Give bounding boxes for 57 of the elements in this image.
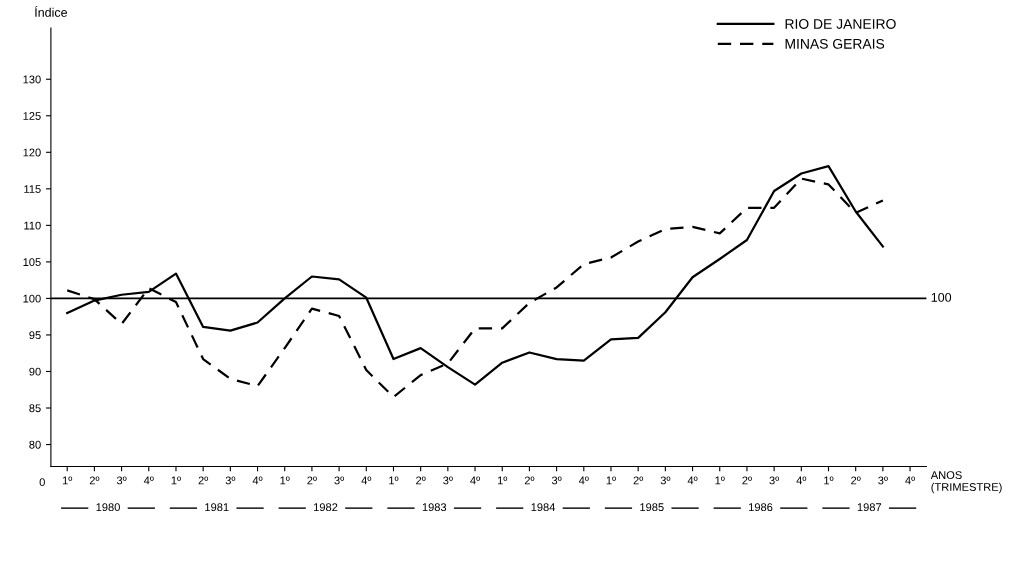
text: 1980 xyxy=(96,503,120,512)
text: 1981 xyxy=(205,503,229,512)
y-tick-label: 130 xyxy=(23,75,41,84)
text: 1986 xyxy=(749,503,773,512)
x-tick-label: 4º xyxy=(687,476,698,485)
x-tick-label: 3º xyxy=(443,476,453,485)
y-tick-label: 105 xyxy=(23,258,41,267)
x-tick-label: 2º xyxy=(524,476,535,485)
legend-label: RIO DE JANEIRO xyxy=(785,19,896,29)
y-tick-label: 95 xyxy=(29,331,41,340)
x-tick-label: 1º xyxy=(280,476,290,485)
x-tick-label: 1º xyxy=(824,476,834,485)
y-tick-label: 125 xyxy=(23,112,41,120)
x-tick-label: 2º xyxy=(416,476,426,485)
x-tick-label: 4º xyxy=(143,476,154,485)
x-tick-label: 4º xyxy=(252,476,263,485)
x-tick-label: 2º xyxy=(198,476,209,485)
y-tick-label: 90 xyxy=(29,367,41,376)
x-tick-label: 3º xyxy=(116,476,127,485)
x-tick-label: 3º xyxy=(225,476,236,485)
x-tick-label: 4º xyxy=(796,476,807,485)
x-tick-label: 2º xyxy=(89,476,100,485)
y-tick-label: 100 xyxy=(23,294,41,303)
x-tick-label: 1º xyxy=(171,476,181,485)
x-tick-label: 2º xyxy=(851,476,861,485)
x-tick-label: 1º xyxy=(389,476,399,485)
legend-label: MINAS GERAIS xyxy=(785,38,885,49)
text: 0 xyxy=(39,478,45,487)
y-tick-label: 115 xyxy=(24,185,41,193)
text: 1985 xyxy=(640,503,664,512)
x-tick-label: 1º xyxy=(62,476,73,485)
x-tick-label: 4º xyxy=(470,476,481,485)
x-tick-label: 3º xyxy=(660,476,671,485)
text: 1984 xyxy=(531,503,556,512)
x-tick-label: 3º xyxy=(334,476,345,485)
y-tick-label: 110 xyxy=(24,221,41,230)
x-tick-label: 3º xyxy=(551,476,562,485)
x-tick-label: 2º xyxy=(633,476,644,485)
y-axis-title: Índice xyxy=(35,5,68,17)
ref-line-label: 100 xyxy=(931,292,952,302)
x-tick-label: 1º xyxy=(606,476,616,485)
x-tick-label: 4º xyxy=(578,476,589,485)
x-axis-title: ANOS (TRIMESTRE) xyxy=(930,471,1002,494)
text: 1982 xyxy=(314,503,338,512)
x-tick-label: 1º xyxy=(497,476,508,485)
x-tick-label: 4º xyxy=(905,476,916,485)
text: 1983 xyxy=(422,503,447,512)
x-tick-label: 3º xyxy=(878,476,888,485)
text: 1987 xyxy=(857,503,882,512)
y-tick-label: 80 xyxy=(29,440,41,449)
x-tick-label: 4º xyxy=(361,476,372,485)
x-tick-label: 2º xyxy=(742,476,752,485)
x-tick-label: 2º xyxy=(307,476,317,485)
y-tick-label: 85 xyxy=(29,404,41,413)
x-tick-label: 3º xyxy=(769,476,780,485)
x-tick-label: 1º xyxy=(715,476,725,485)
y-tick-label: 120 xyxy=(23,148,41,157)
